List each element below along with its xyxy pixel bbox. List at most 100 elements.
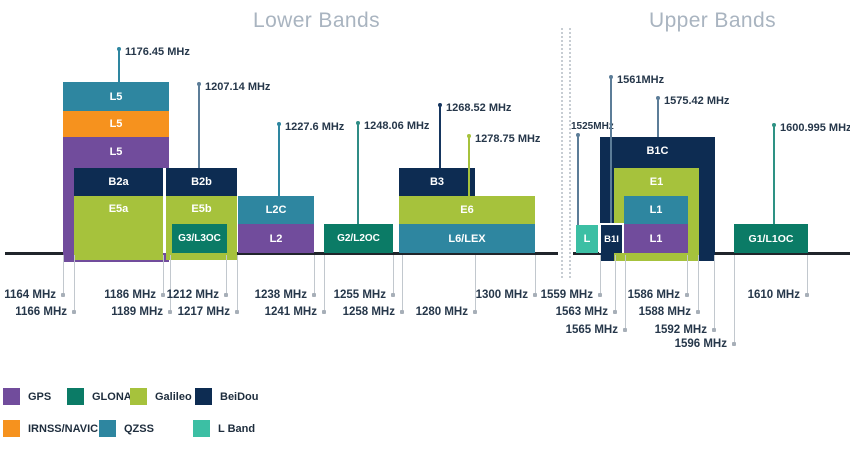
marker-line xyxy=(198,85,200,168)
band-block-g3-l3oc: G3/L3OC xyxy=(172,224,227,253)
leader-line xyxy=(237,255,238,313)
leader-dot xyxy=(473,310,477,314)
leader-line xyxy=(314,255,315,296)
leader-line xyxy=(74,255,75,313)
marker-dot xyxy=(356,121,360,125)
leader-dot xyxy=(696,310,700,314)
band-block-l2: L2 xyxy=(238,224,314,253)
band-block-g1-l1oc: G1/L1OC xyxy=(734,224,808,253)
qzss-color-swatch xyxy=(99,420,116,437)
marker-dot xyxy=(438,103,442,107)
marker-label: 1561MHz xyxy=(617,74,665,86)
marker-dot xyxy=(117,47,121,51)
leader-line xyxy=(807,255,808,296)
gps-color-swatch xyxy=(3,388,20,405)
leader-line xyxy=(600,255,601,296)
marker-dot xyxy=(576,133,580,137)
marker-label: 1525MHz xyxy=(571,121,614,132)
marker-line xyxy=(357,124,359,224)
leader-dot xyxy=(685,293,689,297)
leader-dot xyxy=(533,293,537,297)
band-block-b1i: B1I xyxy=(599,223,624,253)
marker-label: 1278.75 MHz xyxy=(475,133,541,145)
block-divider xyxy=(163,168,166,253)
leader-line xyxy=(615,255,616,313)
glonass-color-swatch xyxy=(67,388,84,405)
legend-label: GPS xyxy=(28,390,52,403)
irnss-color-swatch xyxy=(3,420,20,437)
legend-item-irnss-navic: IRNSS/NAVIC xyxy=(3,420,98,437)
band-block-e5a: E5a xyxy=(74,196,163,260)
leader-dot xyxy=(805,293,809,297)
legend-label: BeiDou xyxy=(220,390,259,403)
band-block-b2b: B2b xyxy=(166,168,237,196)
marker-label: 1227.6 MHz xyxy=(285,121,345,133)
marker-label: 1268.52 MHz xyxy=(446,102,512,114)
section-separator-line xyxy=(561,28,563,278)
marker-label: 1600.995 MHz xyxy=(780,122,850,134)
leader-dot xyxy=(391,293,395,297)
leader-dot xyxy=(598,293,602,297)
marker-line xyxy=(610,78,612,223)
marker-line xyxy=(278,125,280,196)
marker-label: 1207.14 MHz xyxy=(205,81,271,93)
lower-bands-title: Lower Bands xyxy=(253,9,380,32)
legend-item-galileo: Galileo xyxy=(130,388,192,405)
marker-line xyxy=(773,126,775,224)
leader-line xyxy=(687,255,688,296)
leader-dot xyxy=(224,293,228,297)
leader-line xyxy=(393,255,394,296)
marker-dot xyxy=(197,82,201,86)
marker-line xyxy=(439,106,441,168)
leader-line xyxy=(402,255,403,313)
legend-item-gps: GPS xyxy=(3,388,51,405)
legend-item-qzss: QZSS xyxy=(99,420,154,437)
leader-line xyxy=(324,255,325,313)
leader-line xyxy=(698,255,699,313)
band-block-b3: B3 xyxy=(399,168,475,196)
leader-dot xyxy=(400,310,404,314)
legend-item-beidou: BeiDou xyxy=(195,388,259,405)
band-block-l1-gps: L1 xyxy=(624,224,688,253)
marker-dot xyxy=(277,122,281,126)
beidou-color-swatch xyxy=(195,388,212,405)
leader-line xyxy=(170,255,171,313)
band-block-b2a: B2a xyxy=(74,168,163,196)
galileo-color-swatch xyxy=(130,388,147,405)
leader-dot xyxy=(613,310,617,314)
band-block-l5-qzss: L5 xyxy=(63,82,169,111)
marker-label: 1248.06 MHz xyxy=(364,120,430,132)
section-separator-line xyxy=(569,28,571,278)
leader-dot xyxy=(322,310,326,314)
leader-dot xyxy=(312,293,316,297)
leader-line xyxy=(625,255,626,331)
band-block-l5-irnss: L5 xyxy=(63,111,169,137)
marker-dot xyxy=(467,134,471,138)
marker-line xyxy=(577,136,579,225)
marker-dot xyxy=(772,123,776,127)
marker-dot xyxy=(609,75,613,79)
legend-label: IRNSS/NAVIC xyxy=(28,422,99,435)
marker-line xyxy=(468,137,470,196)
l-band-color-swatch xyxy=(193,420,210,437)
leader-dot xyxy=(623,328,627,332)
leader-line xyxy=(734,255,735,345)
marker-dot xyxy=(656,96,660,100)
leader-dot xyxy=(235,310,239,314)
legend-label: QZSS xyxy=(124,422,154,435)
band-block-l1-qzss: L1 xyxy=(624,196,688,224)
band-block-g2-l2oc: G2/L2OC xyxy=(324,224,393,253)
upper-bands-title: Upper Bands xyxy=(649,9,776,32)
marker-label: 1575.42 MHz xyxy=(664,95,730,107)
leader-line xyxy=(535,255,536,296)
band-block-l2c: L2C xyxy=(238,196,314,224)
legend-label: Galileo xyxy=(155,390,192,403)
legend-label: L Band xyxy=(218,422,256,435)
leader-dot xyxy=(732,342,736,346)
leader-line xyxy=(163,255,164,296)
band-block-e6: E6 xyxy=(399,196,535,224)
leader-dot xyxy=(61,293,65,297)
marker-line xyxy=(657,99,659,137)
leader-dot xyxy=(72,310,76,314)
